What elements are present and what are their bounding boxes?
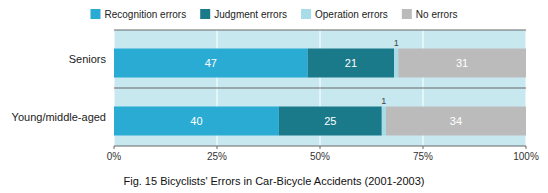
tick-label: 100% bbox=[513, 151, 539, 162]
bar-segment bbox=[279, 107, 382, 136]
plot-background bbox=[114, 30, 526, 146]
separator-line bbox=[114, 88, 526, 89]
bar-segment bbox=[398, 49, 526, 78]
tick-label: 50% bbox=[310, 151, 330, 162]
category-label: Seniors bbox=[69, 53, 107, 65]
legend-item: Judgment errors bbox=[200, 9, 287, 20]
legend-label: Operation errors bbox=[315, 9, 388, 20]
data-label: 21 bbox=[345, 57, 357, 69]
category-label: Young/middle-aged bbox=[12, 111, 106, 123]
legend-item: Operation errors bbox=[301, 9, 388, 20]
bars bbox=[114, 49, 526, 136]
bar-segment bbox=[382, 107, 386, 136]
data-label: 1 bbox=[381, 96, 386, 106]
legend-label: No errors bbox=[416, 9, 458, 20]
legend-swatch bbox=[402, 9, 412, 19]
tick-label: 75% bbox=[413, 151, 433, 162]
legend-item: Recognition errors bbox=[90, 9, 186, 20]
data-label: 34 bbox=[450, 115, 462, 127]
data-labels: 47 21 1 31 40 25 1 34 bbox=[190, 38, 468, 128]
bar-segment bbox=[386, 107, 526, 136]
legend-swatch bbox=[301, 9, 311, 19]
grid bbox=[114, 30, 526, 146]
legend-item: No errors bbox=[402, 9, 458, 20]
data-label: 47 bbox=[205, 57, 217, 69]
chart: 0% 25% 50% 75% 100% Seniors Young/middle-aged 4… bbox=[0, 0, 548, 193]
bar-segment bbox=[394, 49, 398, 78]
data-label: 31 bbox=[456, 57, 468, 69]
bar-segment bbox=[114, 49, 308, 78]
data-label: 40 bbox=[190, 115, 202, 127]
title: Fig. 15 Bicyclists' Errors in Car-Bicycl… bbox=[123, 175, 424, 187]
legend-swatch bbox=[90, 9, 100, 19]
legend-swatch bbox=[200, 9, 210, 19]
bar-segment bbox=[308, 49, 395, 78]
legend-label: Judgment errors bbox=[214, 9, 287, 20]
data-label: 25 bbox=[324, 115, 336, 127]
bar-segment bbox=[114, 107, 279, 136]
top-line bbox=[114, 30, 526, 31]
x-axis-line bbox=[114, 146, 526, 147]
tick-label: 25% bbox=[207, 151, 227, 162]
legend-label: Recognition errors bbox=[104, 9, 186, 20]
data-label: 1 bbox=[394, 38, 399, 48]
legend: Recognition errors Judgment errors Operati… bbox=[90, 9, 457, 20]
tick-label: 0% bbox=[107, 151, 122, 162]
